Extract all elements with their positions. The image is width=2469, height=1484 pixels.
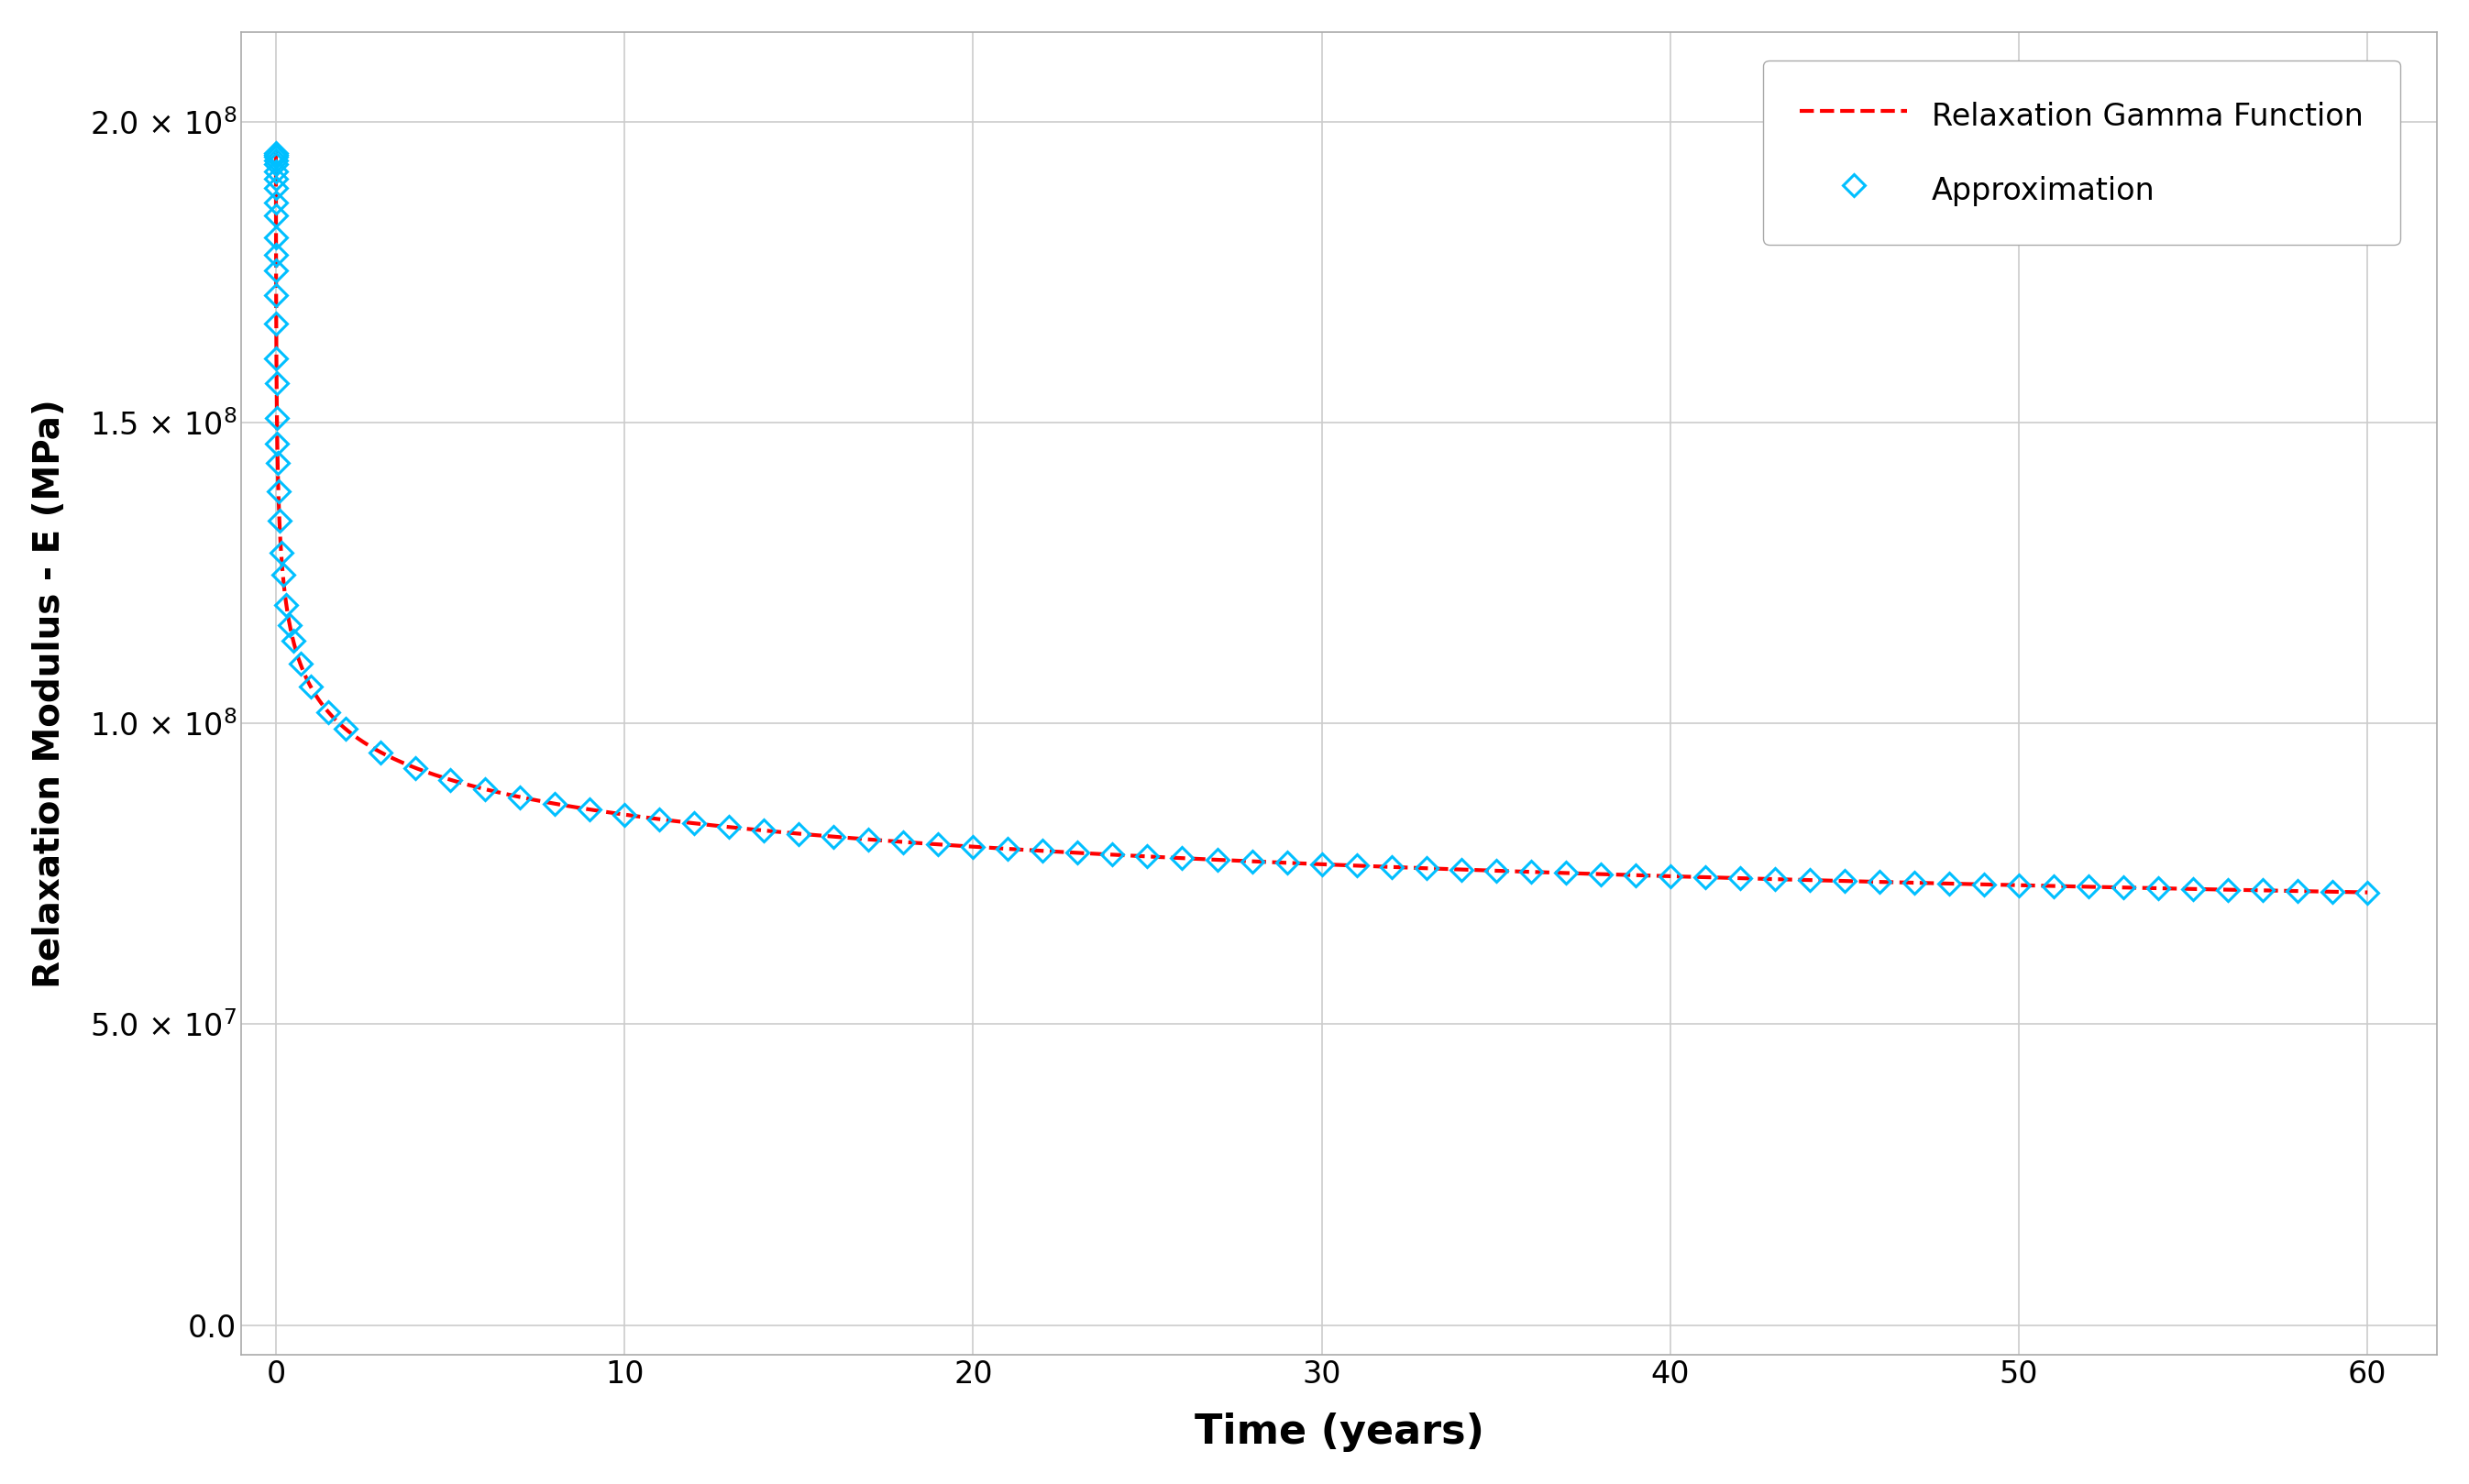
Approximation [262, 144, 291, 162]
Relaxation Gamma Function [262, 285, 291, 303]
Legend: Relaxation Gamma Function, Approximation: Relaxation Gamma Function, Approximation [1763, 61, 2400, 245]
Approximation [469, 781, 499, 798]
Approximation [2353, 883, 2383, 901]
Approximation [262, 246, 291, 264]
Relaxation Gamma Function [296, 677, 326, 695]
Line: Relaxation Gamma Function: Relaxation Gamma Function [277, 153, 2368, 892]
Relaxation Gamma Function [262, 144, 291, 162]
Approximation [262, 206, 291, 224]
X-axis label: Time (years): Time (years) [1195, 1413, 1484, 1453]
Approximation [2005, 877, 2034, 895]
Relaxation Gamma Function [262, 144, 291, 162]
Y-axis label: Relaxation Modulus - E (MPa): Relaxation Modulus - E (MPa) [32, 399, 67, 988]
Relaxation Gamma Function [267, 549, 296, 567]
Relaxation Gamma Function [262, 144, 291, 162]
Approximation [262, 435, 291, 453]
Line: Approximation: Approximation [269, 145, 2375, 899]
Relaxation Gamma Function [1911, 874, 1941, 892]
Approximation [854, 831, 884, 849]
Relaxation Gamma Function [2353, 883, 2383, 901]
